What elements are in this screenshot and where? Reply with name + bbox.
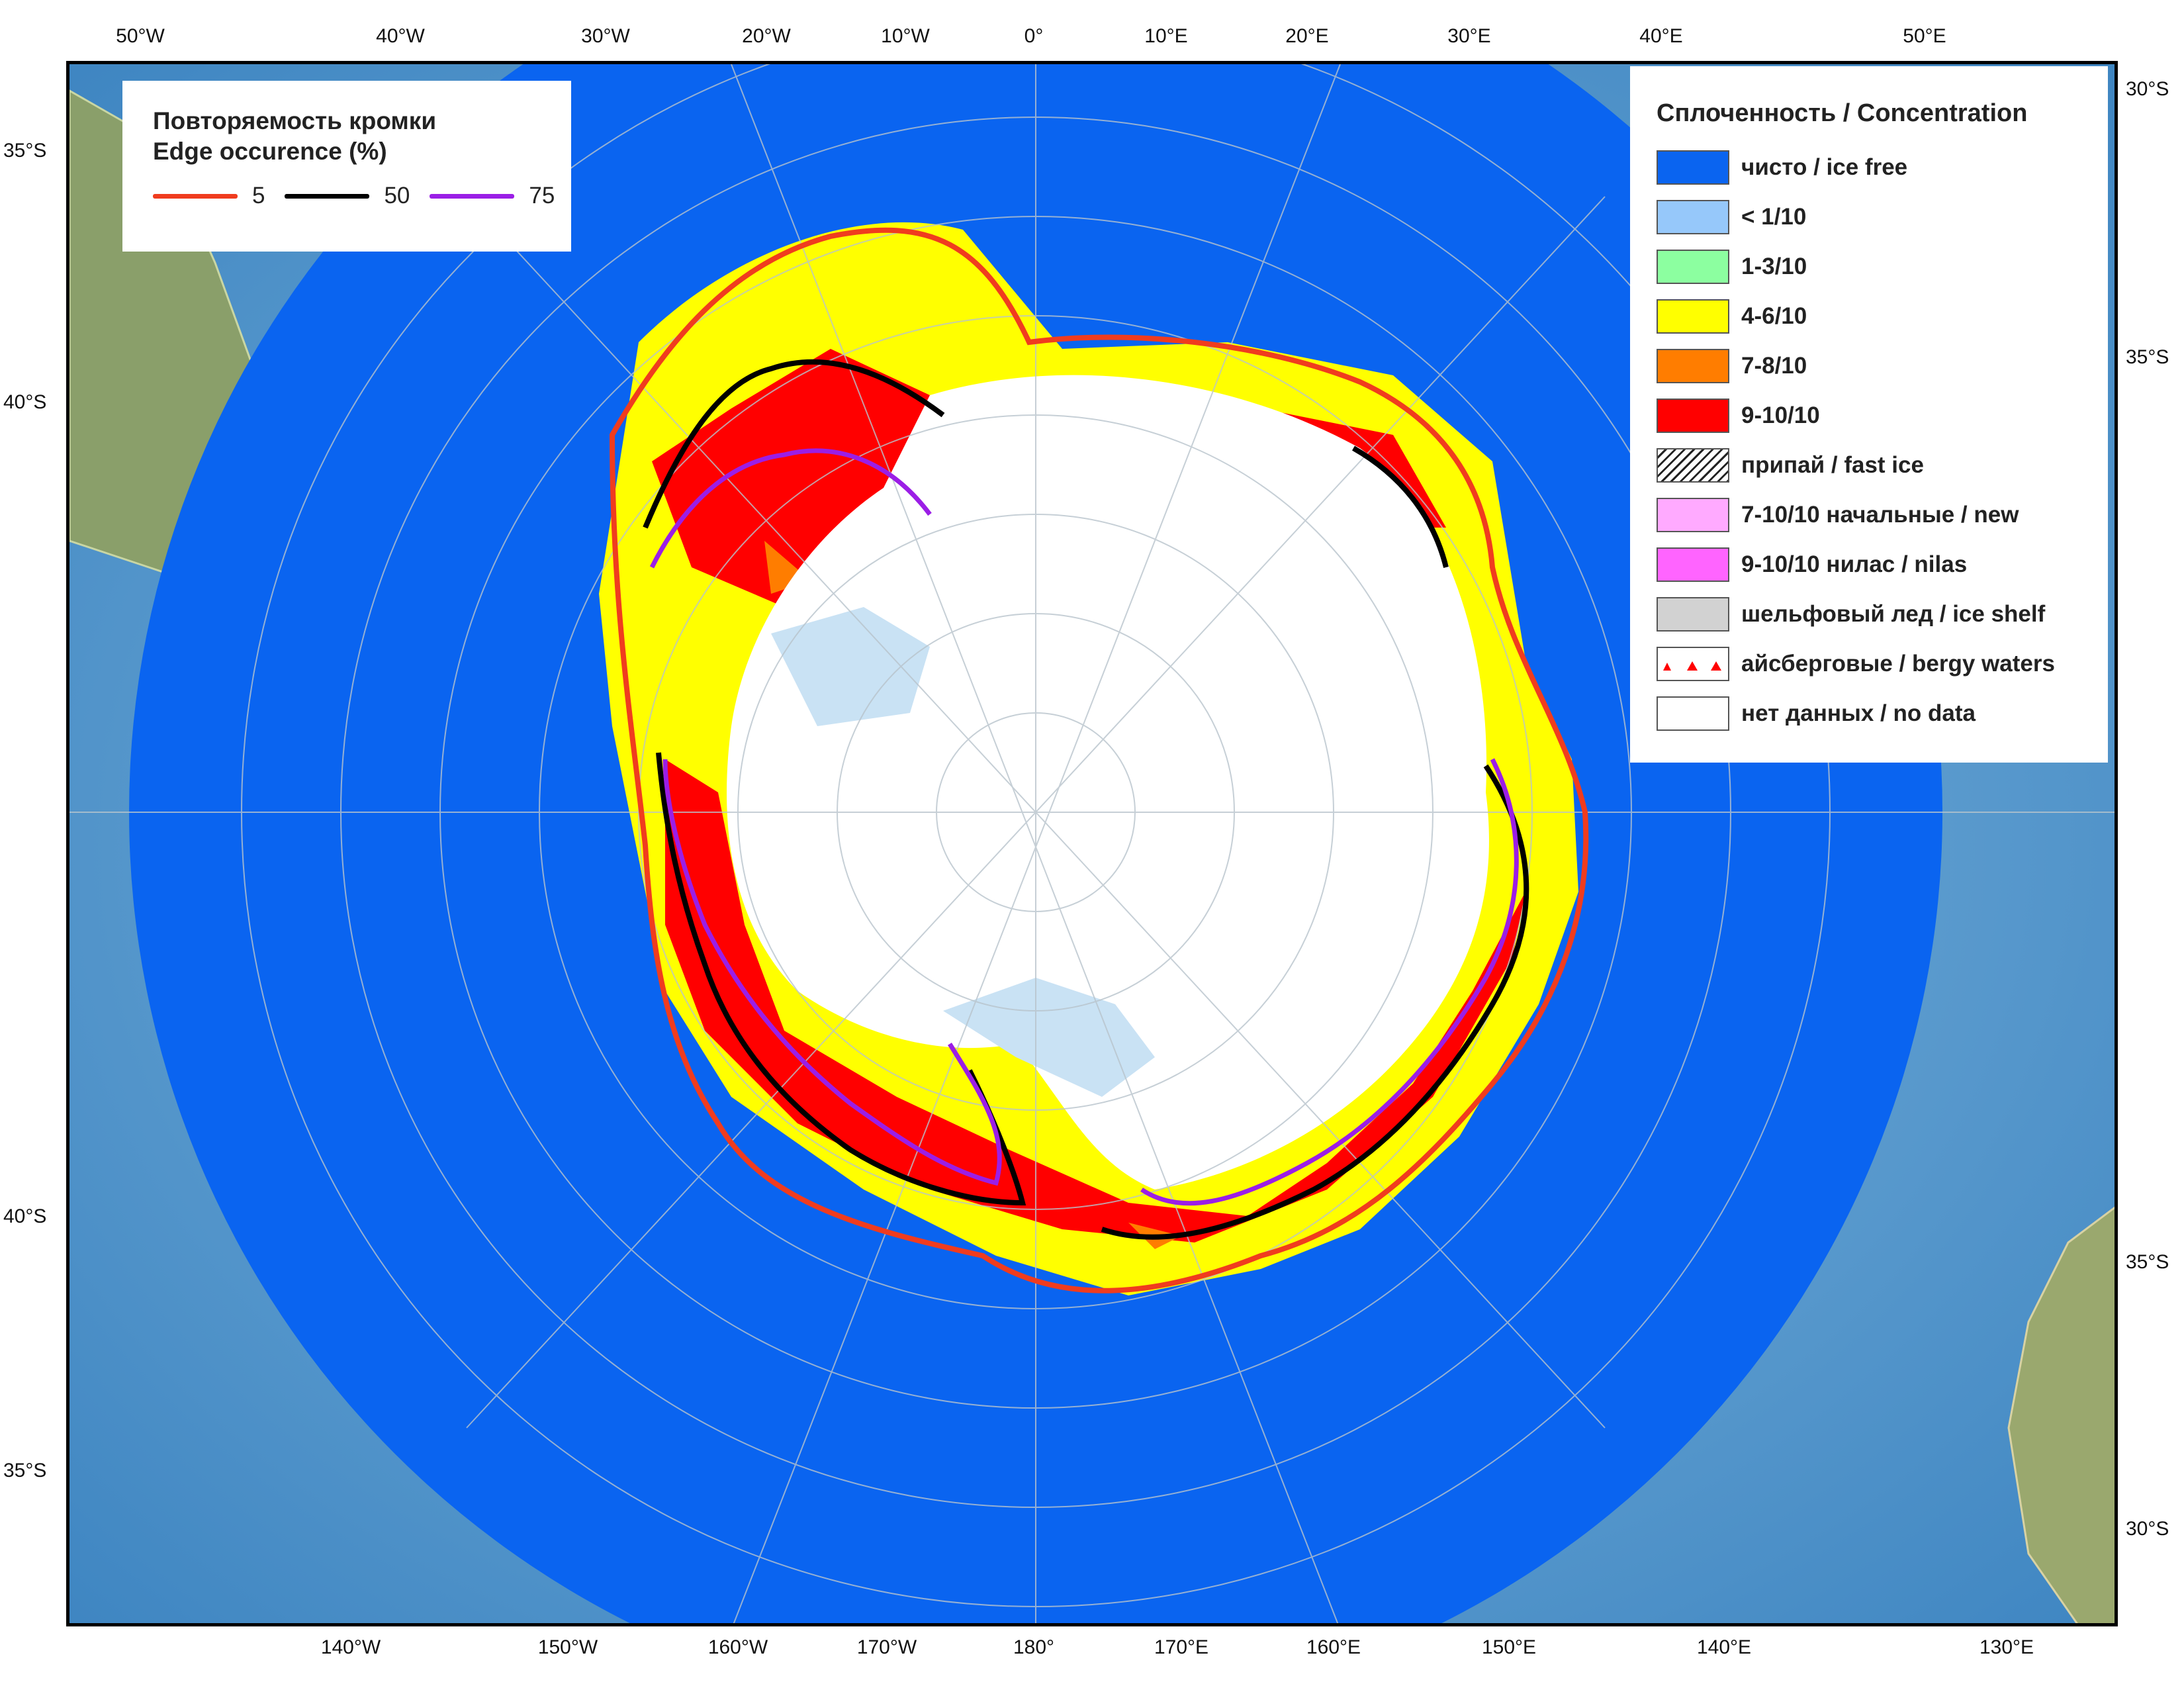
- legend-row-ice-shelf: шельфовый лед / ice shelf: [1657, 589, 2108, 639]
- graticule-label-right: 30°S: [2126, 78, 2169, 100]
- legend-row-lt-1-10: < 1/10: [1657, 192, 2108, 242]
- legend-label: 7-10/10 начальные / new: [1741, 501, 2019, 528]
- legend-row-new-ice: 7-10/10 начальные / new: [1657, 490, 2108, 539]
- legend-label: 1-3/10: [1741, 253, 1807, 279]
- legend-swatch: [1657, 199, 1729, 234]
- legend-swatch: [1657, 497, 1729, 532]
- edge-line-swatch-purple: [430, 193, 515, 199]
- graticule: [69, 64, 2115, 1623]
- edge-line-75-percent: [649, 448, 1519, 1206]
- graticule-label-right: 35°S: [2126, 1251, 2169, 1273]
- graticule-label-bottom: 180°: [1013, 1636, 1055, 1658]
- graticule-label-bottom: 130°E: [1979, 1636, 2034, 1658]
- legend-row-7-8-10: 7-8/10: [1657, 341, 2108, 391]
- legend-row-bergy-waters: айсберговые / bergy waters: [1657, 639, 2108, 688]
- edge-line-5-percent: [609, 227, 1589, 1293]
- legend-label: < 1/10: [1741, 203, 1807, 230]
- legend-swatch: [1657, 348, 1729, 383]
- graticule-label-left: 35°S: [3, 1460, 47, 1481]
- graticule-label-top: 40°W: [376, 25, 425, 47]
- legend-row-1-3-10: 1-3/10: [1657, 242, 2108, 291]
- legend-swatch: [1657, 696, 1729, 731]
- edge-legend-item-50: 50: [285, 183, 410, 209]
- legend-label: припай / fast ice: [1741, 451, 1924, 478]
- legend-label: шельфовый лед / ice shelf: [1741, 600, 2046, 627]
- edge-legend-title-en: Edge occurence (%): [153, 138, 387, 165]
- legend-row-9-10-10: 9-10/10: [1657, 391, 2108, 440]
- edge-legend-value: 75: [529, 183, 555, 209]
- legend-swatch-hatch: [1657, 447, 1729, 483]
- legend-swatch: [1657, 547, 1729, 582]
- graticule-label-bottom: 140°W: [320, 1636, 381, 1658]
- graticule-label-top: 20°W: [742, 25, 791, 47]
- edge-occurrence-legend: Повторяемость кромки Edge occurence (%) …: [122, 81, 571, 252]
- graticule-label-left: 35°S: [3, 140, 47, 162]
- antarctica-continent: [727, 375, 1489, 1190]
- graticule-label-bottom: 170°W: [856, 1636, 917, 1658]
- graticule-label-top: 10°E: [1144, 25, 1188, 47]
- concentration-legend-title: Сплоченность / Concentration: [1657, 99, 2028, 127]
- graticule-label-bottom: 150°W: [537, 1636, 598, 1658]
- legend-swatch-triangles: [1657, 646, 1729, 681]
- legend-row-nilas: 9-10/10 нилас / nilas: [1657, 539, 2108, 589]
- graticule-label-top: 40°E: [1639, 25, 1683, 47]
- legend-label: 7-8/10: [1741, 352, 1807, 379]
- legend-label: чисто / ice free: [1741, 154, 1908, 180]
- edge-legend-value: 5: [252, 183, 265, 209]
- legend-swatch: [1657, 596, 1729, 632]
- legend-row-no-data: нет данных / no data: [1657, 688, 2108, 738]
- legend-swatch: [1657, 398, 1729, 433]
- legend-swatch: [1657, 299, 1729, 334]
- edge-legend-items: 5 50 75: [153, 183, 571, 209]
- triangle-markers-icon: [1663, 661, 1721, 671]
- africa-landmass: [2007, 1206, 2115, 1623]
- graticule-label-bottom: 170°E: [1154, 1636, 1209, 1658]
- graticule-label-right: 30°S: [2126, 1518, 2169, 1540]
- ice-shelf-ross: [943, 978, 1155, 1097]
- concentration-legend: Сплоченность / Concentration чисто / ice…: [1630, 66, 2108, 763]
- edge-line-50-percent: [643, 359, 1529, 1240]
- ice-shelf-weddell: [771, 607, 930, 726]
- legend-swatch: [1657, 249, 1729, 284]
- edge-line-swatch-black: [285, 193, 370, 199]
- legend-label: 4-6/10: [1741, 303, 1807, 329]
- legend-row-4-6-10: 4-6/10: [1657, 291, 2108, 341]
- graticule-label-bottom: 150°E: [1481, 1636, 1537, 1658]
- graticule-label-left: 40°S: [3, 391, 47, 413]
- edge-line-swatch-red: [153, 193, 238, 199]
- legend-label: нет данных / no data: [1741, 700, 1976, 726]
- legend-label: 9-10/10 нилас / nilas: [1741, 551, 1968, 577]
- legend-label: айсберговые / bergy waters: [1741, 650, 2055, 677]
- graticule-label-top: 50°E: [1903, 25, 1946, 47]
- graticule-label-top: 0°: [1024, 25, 1044, 47]
- graticule-label-bottom: 160°W: [707, 1636, 768, 1658]
- edge-legend-item-5: 5: [153, 183, 265, 209]
- graticule-label-top: 50°W: [116, 25, 165, 47]
- polar-map[interactable]: [69, 64, 2118, 1626]
- graticule-label-top: 30°W: [581, 25, 630, 47]
- graticule-label-left: 40°S: [3, 1205, 47, 1227]
- graticule-label-bottom: 160°E: [1306, 1636, 1361, 1658]
- graticule-label-top: 30°E: [1447, 25, 1491, 47]
- edge-legend-item-75: 75: [430, 183, 555, 209]
- graticule-label-right: 35°S: [2126, 346, 2169, 368]
- legend-swatch: [1657, 150, 1729, 185]
- graticule-label-top: 20°E: [1285, 25, 1329, 47]
- legend-row-fast-ice: припай / fast ice: [1657, 440, 2108, 490]
- graticule-label-top: 10°W: [881, 25, 930, 47]
- legend-label: 9-10/10: [1741, 402, 1820, 428]
- graticule-label-bottom: 140°E: [1696, 1636, 1752, 1658]
- edge-legend-title-ru: Повторяемость кромки: [153, 107, 437, 134]
- legend-row-ice-free: чисто / ice free: [1657, 142, 2108, 192]
- edge-legend-value: 50: [384, 183, 410, 209]
